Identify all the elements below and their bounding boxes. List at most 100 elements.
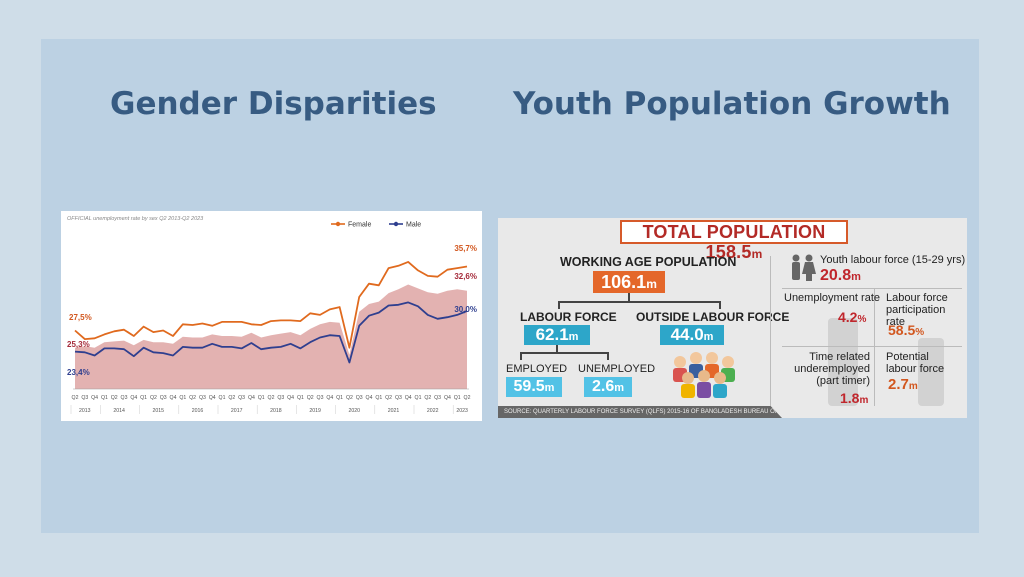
outside-labour-label: OUTSIDE LABOUR FORCE: [636, 310, 790, 324]
x-tick-label: Q3: [160, 395, 167, 401]
year-label: 2018: [270, 408, 282, 414]
total-population-box: TOTAL POPULATION 158.5m: [620, 220, 848, 262]
youth-unit: m: [851, 271, 861, 283]
unemployed-unit: m: [614, 382, 625, 394]
chart-title: OFFICIAL unemployment rate by sex Q2 201…: [67, 216, 204, 222]
x-tick-label: Q3: [434, 395, 441, 401]
legend-female-label: Female: [348, 222, 371, 229]
underemployed-label-2: underemployed: [794, 363, 870, 375]
year-label: 2014: [113, 408, 125, 414]
x-tick-label: Q1: [375, 395, 382, 401]
tree-connector: [719, 301, 721, 309]
x-tick-label: Q4: [366, 395, 373, 401]
total-population-unit: m: [751, 247, 763, 261]
x-tick-label: Q3: [356, 395, 363, 401]
underemployed-label-1: Time related: [809, 351, 870, 363]
unemployment-rate-value: 4.2: [838, 309, 858, 325]
working-age-label: WORKING AGE POPULATION: [560, 255, 737, 269]
year-label: 2022: [427, 408, 439, 414]
potential-unit: m: [908, 381, 918, 392]
working-age-value: 106.1: [601, 272, 647, 292]
x-tick-label: Q4: [170, 395, 177, 401]
employed-unit: m: [544, 382, 555, 394]
x-tick-label: Q3: [395, 395, 402, 401]
tree-connector: [556, 345, 558, 353]
x-tick-label: Q2: [385, 395, 392, 401]
x-tick-label: Q2: [307, 395, 314, 401]
year-label: 2023: [456, 408, 468, 414]
x-tick-label: Q4: [130, 395, 137, 401]
tree-connector: [628, 293, 630, 302]
x-tick-label: Q1: [415, 395, 422, 401]
lfpr-label-1: Labour force: [886, 292, 948, 304]
lfpr-pct: %: [915, 327, 925, 338]
gender-disparities-title: Gender Disparities: [110, 86, 437, 122]
ghost-figure: [828, 318, 858, 406]
x-tick-label: Q2: [72, 395, 79, 401]
total-population-label: TOTAL POPULATION 158.5: [642, 222, 826, 262]
potential-label-2: labour force: [886, 363, 945, 375]
label-male-end: 30,0%: [454, 305, 477, 314]
x-tick-label: Q1: [297, 395, 304, 401]
unemployment-chart-card: OFFICIAL unemployment rate by sex Q2 201…: [61, 211, 482, 421]
year-label: 2016: [192, 408, 204, 414]
grid-rule: [874, 288, 875, 406]
unemployment-rate-label: Unemployment rate: [784, 292, 880, 304]
legend-male-marker: [393, 221, 399, 227]
potential-label-1: Potential: [886, 351, 929, 363]
working-age-value-box: 106.1m: [593, 271, 665, 293]
x-tick-label: Q4: [405, 395, 412, 401]
tree-connector: [520, 352, 522, 360]
lfpr-label-2: participation rate: [886, 304, 946, 328]
label-female-end: 35,7%: [454, 244, 477, 253]
x-tick-label: Q4: [209, 395, 216, 401]
youth-population-title: Youth Population Growth: [513, 86, 951, 122]
underemployed-label-3: (part timer): [816, 375, 870, 387]
person-icon: [673, 352, 735, 398]
label-female-start: 27,5%: [69, 313, 92, 322]
outside-labour-unit: m: [703, 331, 714, 343]
legend-male-label: Male: [406, 222, 421, 229]
x-tick-label: Q2: [346, 395, 353, 401]
x-tick-label: Q1: [101, 395, 108, 401]
labour-force-value: 62.1: [535, 325, 569, 344]
x-tick-label: Q4: [326, 395, 333, 401]
unemployed-label: UNEMPLOYED: [578, 363, 656, 375]
series-line-male: [74, 301, 468, 364]
underemployed-value: 1.8: [840, 390, 860, 406]
underemployed-unit: m: [859, 395, 869, 406]
x-tick-label: Q4: [444, 395, 451, 401]
employed-value-box: 59.5m: [506, 377, 562, 397]
labour-force-value-box: 62.1m: [524, 325, 590, 345]
employed-value: 59.5: [513, 378, 545, 395]
x-tick-label: Q2: [268, 395, 275, 401]
x-tick-label: Q1: [336, 395, 343, 401]
grid-rule: [782, 288, 962, 289]
x-tick-label: Q2: [189, 395, 196, 401]
x-tick-label: Q1: [219, 395, 226, 401]
year-label: 2021: [388, 408, 400, 414]
youth-couple-icon: [792, 254, 816, 281]
x-tick-label: Q2: [111, 395, 118, 401]
series-area-total: [75, 284, 467, 389]
working-age-unit: m: [646, 277, 657, 291]
x-tick-label: Q2: [424, 395, 431, 401]
population-infographic: TOTAL POPULATION 158.5m WORKING AGE POPU…: [498, 218, 967, 418]
x-tick-label: Q2: [228, 395, 235, 401]
unemployment-line-chart: OFFICIAL unemployment rate by sex Q2 201…: [67, 216, 477, 414]
lfpr-value: 58.5: [888, 322, 916, 338]
x-tick-label: Q4: [248, 395, 255, 401]
x-tick-label: Q4: [287, 395, 294, 401]
unemployment-rate-pct: %: [857, 314, 867, 325]
outside-labour-value-box: 44.0m: [660, 325, 724, 345]
source-note: SOURCE: QUARTERLY LABOUR FORCE SURVEY (Q…: [498, 406, 782, 418]
x-tick-label: Q3: [317, 395, 324, 401]
tree-connector: [520, 352, 608, 354]
employed-label: EMPLOYED: [506, 363, 568, 375]
year-label: 2015: [153, 408, 165, 414]
x-tick-label: Q3: [277, 395, 284, 401]
legend-female-marker: [335, 221, 341, 227]
year-label: 2017: [231, 408, 243, 414]
x-tick-label: Q4: [91, 395, 98, 401]
x-tick-label: Q1: [140, 395, 147, 401]
